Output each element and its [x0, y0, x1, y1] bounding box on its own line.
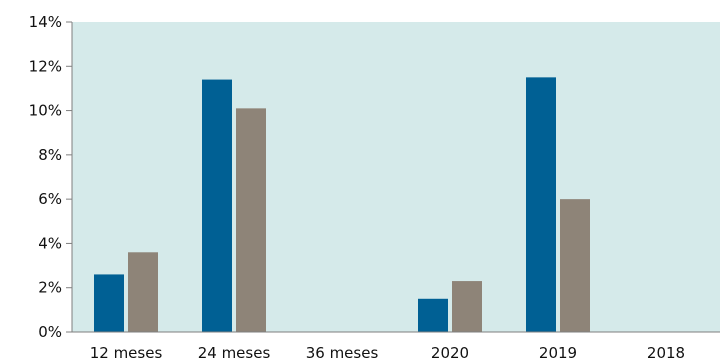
y-tick-label: 8%	[38, 146, 62, 164]
bar-series	[94, 77, 590, 332]
y-tick-label: 14%	[29, 13, 62, 31]
x-tick-label: 2018	[647, 344, 685, 362]
x-tick-label: 2020	[431, 344, 469, 362]
x-tick-label: 36 meses	[306, 344, 379, 362]
bar-series-2-0	[128, 252, 158, 332]
bar-series-2-3	[452, 281, 482, 332]
y-tick-label: 4%	[38, 234, 62, 252]
y-tick-label: 2%	[38, 279, 62, 297]
y-tick-label: 12%	[29, 57, 62, 75]
y-axis-ticks: 0% 2% 4% 6% 8% 10% 12% 14%	[29, 13, 72, 341]
bar-series-2-4	[560, 199, 590, 332]
bar-series-1-1	[202, 79, 232, 332]
x-tick-label: 24 meses	[198, 344, 271, 362]
y-axis: 0% 2% 4% 6% 8% 10% 12% 14%	[29, 13, 73, 341]
y-tick-label: 10%	[29, 102, 62, 120]
x-tick-label: 2019	[539, 344, 577, 362]
x-axis-ticks: 12 meses 24 meses 36 meses 2020 2019 2018	[90, 344, 685, 362]
bar-series-1-3	[418, 298, 448, 332]
plot-area-background	[72, 22, 720, 332]
y-tick-label: 0%	[38, 323, 62, 341]
bar-series-1-4	[526, 77, 556, 332]
x-axis: 12 meses 24 meses 36 meses 2020 2019 2018	[72, 331, 720, 362]
y-tick-label: 6%	[38, 190, 62, 208]
x-tick-label: 12 meses	[90, 344, 163, 362]
bar-series-2-1	[236, 108, 266, 332]
bar-series-1-0	[94, 274, 124, 332]
